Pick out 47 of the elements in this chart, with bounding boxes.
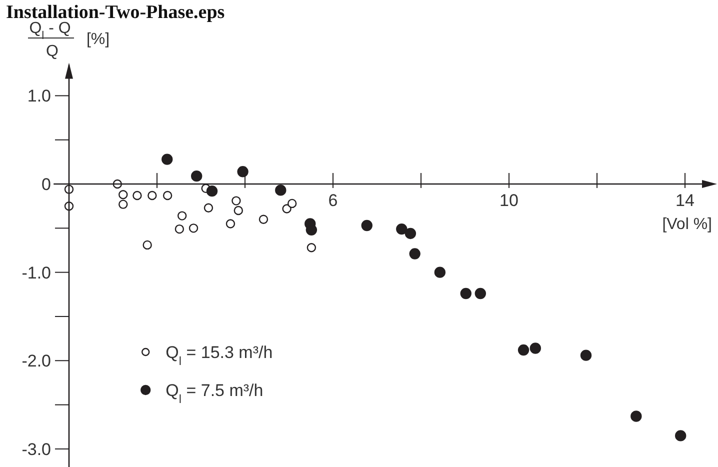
- point: [118, 200, 128, 209]
- y-tick-label: 1.0: [27, 86, 51, 106]
- point: [148, 190, 157, 200]
- legend-label: Q$_{l}$ = 15.3 m³/h: [166, 342, 273, 368]
- point: [409, 248, 420, 260]
- x-tick-label: 6: [328, 191, 338, 210]
- point: [174, 224, 184, 234]
- y-tick-label: -1.0: [22, 263, 51, 282]
- point: [132, 190, 142, 200]
- point: [206, 185, 218, 197]
- y-tick-label: 0: [42, 174, 51, 194]
- point: [404, 228, 416, 240]
- point: [258, 214, 268, 224]
- point: [530, 342, 541, 354]
- point: [204, 203, 214, 212]
- x-tick-label: 10: [500, 191, 518, 210]
- point: [460, 288, 472, 300]
- point: [282, 204, 292, 214]
- point: [275, 184, 286, 196]
- point: [434, 266, 446, 278]
- x-tick-label: 14: [676, 191, 694, 210]
- point: [234, 206, 243, 216]
- point: [396, 223, 408, 235]
- point: [580, 350, 592, 361]
- point: [675, 430, 686, 442]
- point: [118, 190, 128, 200]
- point: [226, 219, 236, 228]
- point: [474, 288, 486, 300]
- point: [237, 166, 248, 178]
- point: [306, 242, 316, 252]
- y-tick-label: -3.0: [22, 440, 51, 459]
- point: [191, 170, 202, 182]
- point: [361, 220, 372, 232]
- point: [162, 190, 172, 200]
- chart-title: Installation-Two-Phase.eps: [6, 2, 225, 23]
- point: [630, 410, 642, 422]
- point: [188, 224, 198, 233]
- x-axis-title: [Vol %]: [662, 216, 712, 234]
- point: [306, 224, 318, 236]
- y-tick-label: -2.0: [22, 352, 51, 371]
- legend-label: Q$_{l}$ = 7.5 m³/h: [166, 380, 264, 406]
- point: [177, 211, 187, 220]
- point: [518, 344, 530, 356]
- point: [232, 196, 241, 206]
- point: [162, 154, 173, 165]
- point: [142, 240, 152, 250]
- point: [287, 198, 297, 208]
